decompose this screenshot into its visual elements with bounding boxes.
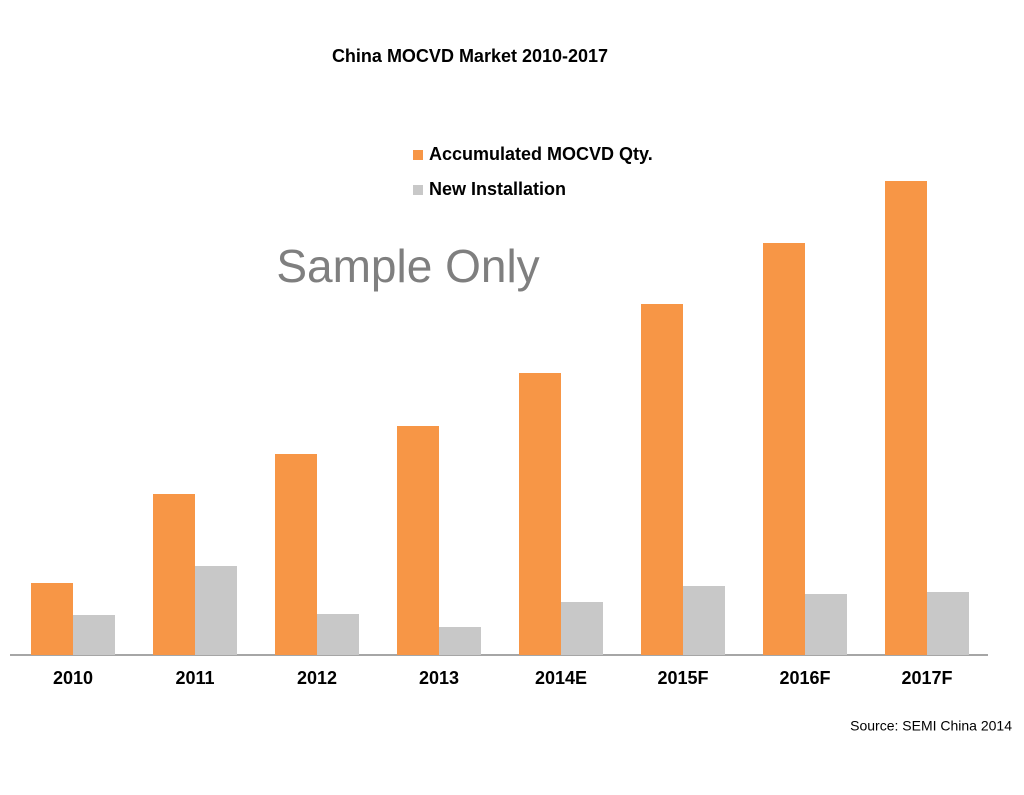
x-tick-label: 2012	[297, 668, 337, 688]
bar	[73, 615, 115, 655]
legend-label: Accumulated MOCVD Qty.	[429, 144, 653, 164]
bar	[519, 373, 561, 655]
bar	[561, 602, 603, 655]
bar	[31, 583, 73, 655]
x-tick-label: 2010	[53, 668, 93, 688]
watermark: Sample Only	[276, 240, 539, 292]
source-note: Source: SEMI China 2014	[850, 718, 1012, 734]
bar	[763, 243, 805, 655]
bar	[275, 454, 317, 655]
x-tick-label: 2013	[419, 668, 459, 688]
bar	[683, 586, 725, 655]
chart-title: China MOCVD Market 2010-2017	[332, 46, 608, 66]
bar	[439, 627, 481, 655]
bar	[317, 614, 359, 655]
x-tick-label: 2016F	[779, 668, 830, 688]
bar	[927, 592, 969, 655]
bar	[153, 494, 195, 655]
bar	[885, 181, 927, 655]
legend-label: New Installation	[429, 179, 566, 199]
x-tick-label: 2011	[175, 668, 214, 688]
legend-swatch	[413, 150, 423, 160]
legend-swatch	[413, 185, 423, 195]
x-tick-label: 2017F	[901, 668, 952, 688]
bar	[397, 426, 439, 655]
bar	[641, 304, 683, 655]
x-tick-label: 2015F	[657, 668, 708, 688]
x-tick-label: 2014E	[535, 668, 587, 688]
bar	[805, 594, 847, 655]
bar	[195, 566, 237, 655]
